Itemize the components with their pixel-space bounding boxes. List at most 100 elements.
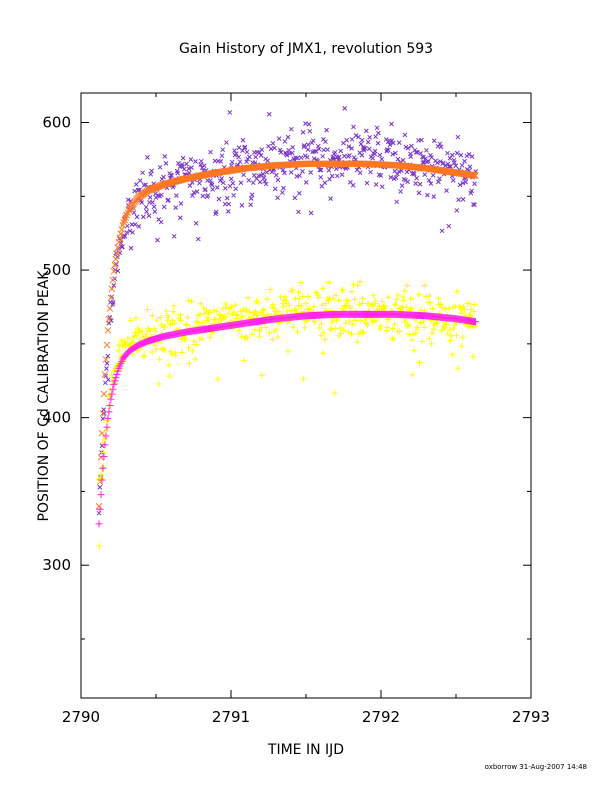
data-point-x [186,170,192,176]
data-point-x [241,172,246,178]
data-point-x [312,149,317,154]
data-point-x [364,128,369,134]
data-point-x [376,172,382,178]
data-point-x [139,200,145,205]
data-point-x [162,153,168,159]
data-point-x [145,155,150,160]
data-point-x [285,134,291,140]
data-point-x [210,187,216,192]
data-point-x [224,140,229,145]
data-point-x [318,167,324,173]
data-point-x [195,236,201,242]
data-point-x [308,210,314,216]
fit-point-x [103,341,111,349]
data-point-x [184,161,189,167]
data-point-x [411,170,416,176]
data-point-x [390,151,396,157]
data-point-x [379,184,385,190]
data-point-x [361,147,367,153]
data-point-x [213,209,219,215]
data-point-x [179,163,185,169]
series-3 [95,310,479,528]
data-point-x [445,161,451,167]
data-point-x [275,177,281,183]
data-point-x [272,145,277,151]
data-point-x [431,138,437,144]
data-point-x [424,147,429,153]
data-point-x [189,165,194,170]
fit-point-x [106,305,114,312]
data-point-x [270,168,276,173]
data-point-x [178,201,184,206]
data-point-x [278,149,284,155]
data-point-x [251,172,257,178]
x-tick-label: 2790 [62,708,100,726]
data-point-x [244,159,249,165]
data-point-x [450,178,456,183]
data-point-x [307,128,313,134]
data-point-x [396,140,402,145]
data-point-x [115,268,121,274]
data-point-x [379,156,385,162]
data-point-x [266,111,272,117]
data-point-x [349,136,355,142]
data-point-x [232,148,237,153]
data-point-x [238,180,244,186]
data-point-x [466,151,472,157]
data-point-x [399,168,404,173]
data-point-x [370,155,375,161]
data-point-x [430,172,436,178]
data-point-x [137,187,142,193]
data-point-x [367,146,372,152]
data-point-x [140,170,145,176]
data-point-x [194,189,200,195]
data-point-x [132,188,137,194]
data-point-x [249,192,255,198]
data-point-x [405,145,411,151]
data-point-x [400,157,406,163]
data-point-x [469,154,475,159]
data-point-x [327,176,332,182]
data-point-x [220,180,226,186]
data-point-x [436,179,441,185]
data-point-x [124,230,130,235]
data-point-x [326,168,332,173]
data-point-x [405,179,411,185]
data-point-x [298,155,304,160]
data-point-x [374,125,380,131]
data-point-x [118,241,124,246]
x-tick-label: 2791 [212,708,250,726]
data-point-x [324,127,329,133]
data-point-x [143,182,148,188]
y-axis: 300 400 500 600 [42,114,531,640]
data-point-x [402,132,408,138]
data-point-x [310,138,316,144]
data-point-x [233,151,239,157]
y-axis-label: POSITION OF Cd CALIBRATION PEAK [36,270,52,522]
data-point-x [97,484,103,490]
data-point-x [133,182,139,187]
data-point-x [117,250,123,256]
series-0 [96,105,479,516]
data-point-x [388,174,394,180]
data-point-x [258,173,264,178]
fit-point-x [102,356,110,363]
data-point-x [124,223,130,229]
data-point-x [219,153,225,159]
data-point-x [368,169,373,175]
data-point-x [209,182,215,188]
data-point-x [203,186,208,192]
data-point-x [273,172,279,178]
data-point-x [216,196,222,202]
fit-point-x [111,261,119,269]
data-point-x [110,300,116,305]
data-point-x [284,152,290,158]
data-point-x [153,191,158,197]
data-point-x [242,144,248,150]
data-point-x [276,136,282,141]
data-point-x [227,110,233,115]
data-point-x [135,187,141,193]
data-point-x [354,167,360,173]
data-point-x [231,192,237,198]
data-point-x [103,373,109,379]
